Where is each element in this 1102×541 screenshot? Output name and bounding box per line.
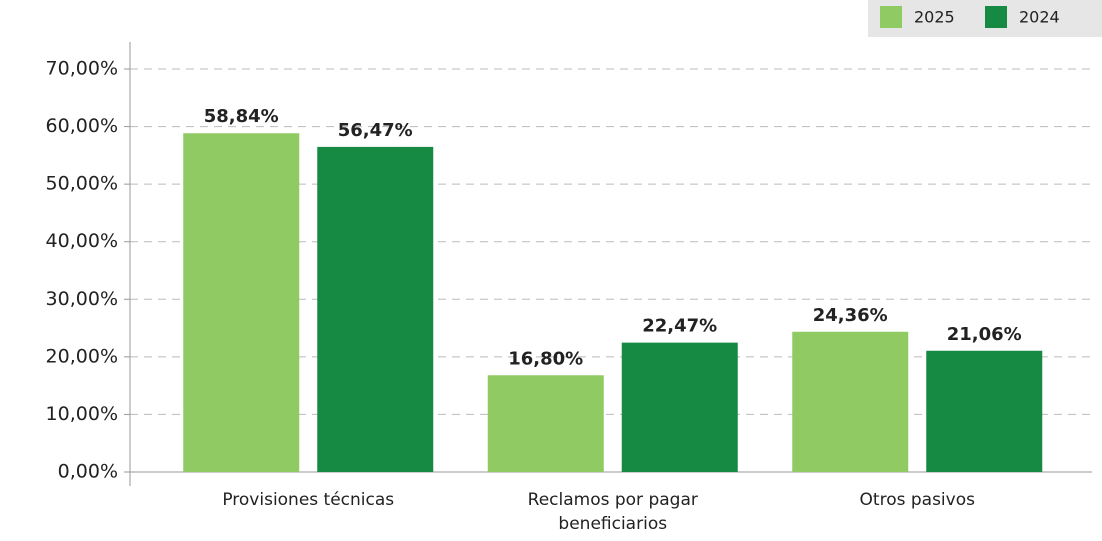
bar bbox=[487, 375, 604, 472]
bar bbox=[621, 342, 738, 472]
bar bbox=[317, 146, 434, 472]
y-tick-label: 30,00% bbox=[46, 288, 118, 310]
legend-swatch bbox=[985, 6, 1007, 28]
legend-label: 2025 bbox=[914, 8, 955, 27]
data-label: 16,80% bbox=[508, 348, 583, 369]
bar bbox=[183, 133, 300, 473]
y-tick-label: 60,00% bbox=[46, 115, 118, 137]
y-tick-label: 10,00% bbox=[46, 403, 118, 425]
data-label: 21,06% bbox=[947, 324, 1022, 345]
y-tick-label: 50,00% bbox=[46, 173, 118, 195]
y-tick-label: 70,00% bbox=[46, 58, 118, 80]
y-tick-label: 0,00% bbox=[58, 461, 118, 483]
legend-label: 2024 bbox=[1019, 8, 1060, 27]
y-tick-label: 20,00% bbox=[46, 345, 118, 367]
bar bbox=[926, 350, 1043, 472]
data-label: 24,36% bbox=[813, 305, 888, 326]
x-tick-label: Otros pasivos bbox=[859, 490, 975, 510]
legend-swatch bbox=[880, 6, 902, 28]
data-label: 58,84% bbox=[204, 106, 279, 127]
x-tick-label: Provisiones técnicas bbox=[222, 490, 395, 510]
x-tick-label: Reclamos por pagar beneficiarios bbox=[527, 490, 698, 534]
bar bbox=[792, 331, 909, 472]
y-tick-label: 40,00% bbox=[46, 230, 118, 252]
data-label: 56,47% bbox=[338, 120, 413, 141]
data-label: 22,47% bbox=[642, 316, 717, 337]
